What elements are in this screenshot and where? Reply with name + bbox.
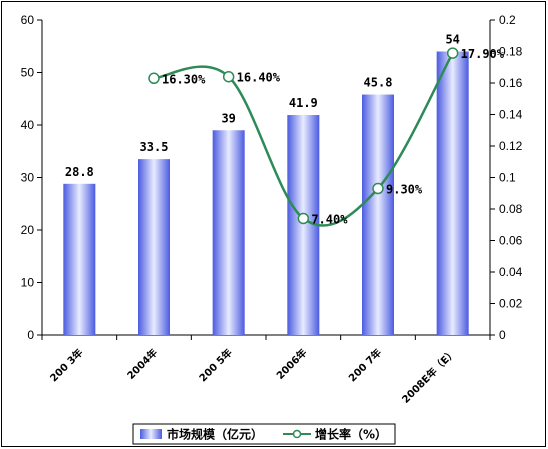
right-tick-label: 0 <box>499 328 506 342</box>
right-tick-label: 0.02 <box>499 297 523 311</box>
category-label: 200 3年 <box>47 346 85 384</box>
growth-rate-marker <box>446 47 459 59</box>
growth-rate-label: 16.40% <box>237 71 281 85</box>
growth-rate-marker <box>148 72 160 85</box>
bar-value-label: 28.8 <box>65 165 94 179</box>
bar-value-label: 41.9 <box>289 96 318 110</box>
right-tick-label: 0.2 <box>499 13 516 27</box>
bar <box>212 130 245 335</box>
data-labels: 28.8 33.5 39 41.9 45.8 54 16.30% 16.40% 7.40% 9.3… <box>65 33 505 227</box>
left-tick-label: 40 <box>21 118 35 132</box>
bar <box>362 94 394 335</box>
growth-rate-label: 17.90% <box>461 47 505 61</box>
bar <box>138 159 170 335</box>
right-tick-label: 0.14 <box>499 108 523 122</box>
legend-marker-swatch <box>292 429 302 439</box>
right-tick-label: 0.04 <box>499 265 523 279</box>
right-tick-label: 0.18 <box>499 45 523 59</box>
bar-series <box>63 51 469 336</box>
growth-rate-marker <box>372 182 384 195</box>
category-label: 2004年 <box>124 346 160 382</box>
growth-rate-label: 16.30% <box>162 72 206 86</box>
growth-rate-label: 9.30% <box>386 183 423 197</box>
bar <box>436 51 469 335</box>
right-tick-label: 0.06 <box>499 234 523 248</box>
growth-rate-marker <box>297 212 310 225</box>
right-tick-label: 0.1 <box>499 171 516 185</box>
growth-rate-marker <box>222 70 235 83</box>
category-label: 200 7年 <box>346 346 384 384</box>
legend-box <box>132 423 396 445</box>
left-tick-label: 0 <box>27 328 34 342</box>
category-label: 200 5年 <box>196 346 234 384</box>
left-tick-label: 30 <box>21 171 35 185</box>
legend-label-growth-rate: 增长率（%） <box>315 427 387 442</box>
left-tick-label: 20 <box>21 223 35 237</box>
category-label: 2006年 <box>274 346 310 382</box>
left-tick-label: 50 <box>21 66 35 80</box>
right-tick-label: 0.12 <box>499 139 523 153</box>
legend-label-market-size: 市场规模（亿元） <box>167 427 263 442</box>
bar-value-label: 39 <box>221 111 235 125</box>
bar <box>63 183 96 335</box>
category-label: 2008E年（E） <box>399 346 459 406</box>
right-tick-label: 0.16 <box>499 76 523 90</box>
bar-value-label: 45.8 <box>364 76 393 90</box>
right-tick-label: 0.08 <box>499 202 523 216</box>
bar-value-label: 54 <box>445 33 459 47</box>
growth-rate-label: 7.40% <box>311 212 348 226</box>
bar-value-label: 33.5 <box>140 140 169 154</box>
line-series <box>148 47 459 227</box>
left-tick-label: 60 <box>21 13 35 27</box>
legend-bar-swatch <box>140 429 162 439</box>
legend: 市场规模（亿元） 增长率（%） <box>132 423 396 445</box>
left-tick-label: 10 <box>21 276 35 290</box>
